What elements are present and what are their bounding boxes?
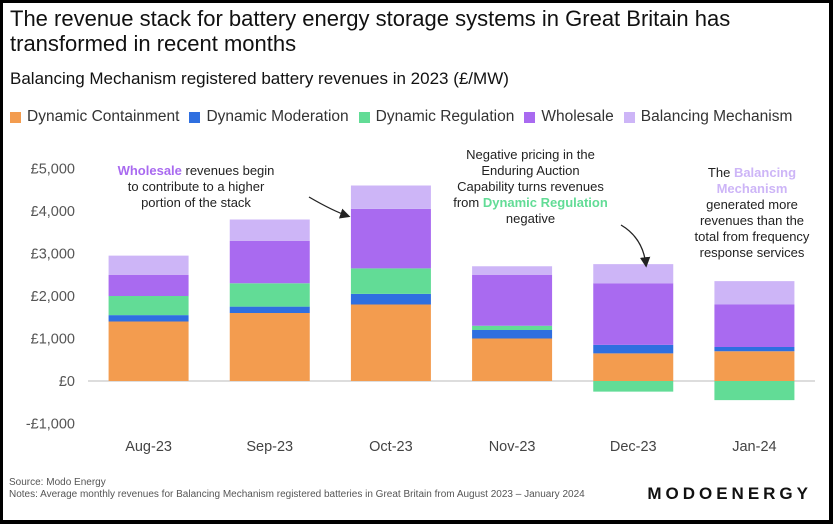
legend-item-wholesale: Wholesale [524,108,614,126]
y-tick-label: £3,000 [31,247,75,263]
bar-segment [714,351,795,381]
legend-item-dynamic-containment: Dynamic Containment [10,108,179,126]
bar-segment [350,304,431,381]
bar-segment [229,283,310,307]
bar-segment [350,185,431,209]
notes-text: Notes: Average monthly revenues for Bala… [9,489,585,500]
y-tick-label: £1,000 [31,332,75,348]
y-tick-label: £2,000 [31,289,75,305]
y-tick-label: £4,000 [31,204,75,220]
legend-item-balancing-mechanism: Balancing Mechanism [623,108,793,126]
chart-frame: The revenue stack for battery energy sto… [3,3,829,520]
bar-segment [350,208,431,269]
legend-swatch [524,111,536,123]
bar-segment [108,321,189,381]
legend-item-dynamic-moderation: Dynamic Moderation [189,108,349,126]
bar-segment [350,268,431,294]
legend-label: Dynamic Containment [27,108,180,125]
legend-label: Wholesale [541,108,614,125]
x-tick-label: Nov-23 [489,439,536,455]
x-tick-label: Oct-23 [369,439,413,455]
bar-segment [593,283,674,345]
bar-segment [229,219,310,241]
brand-logo: MODOENERGY [647,484,812,503]
annotation-text: Negative pricing in the Enduring Auction… [453,147,604,210]
legend-swatch [10,111,21,123]
annotation-text: The [707,165,734,180]
y-tick-label: £0 [59,374,75,390]
bar-segment [714,347,795,352]
source-text: Source: Modo Energy [9,477,106,488]
bar-segment [472,266,553,275]
legend-label: Balancing Mechanism [640,108,793,125]
annotation-highlight: Balancing Mechanism [716,165,797,196]
bar-segment [229,313,310,381]
annotation-text: revenues begin to contribute to a higher… [127,163,275,210]
annotation-arrow [308,196,351,219]
bar-segment [593,381,674,392]
annotation-arrow [620,224,651,268]
bar-segment [472,338,553,381]
legend-swatch [623,111,635,123]
x-tick-label: Dec-23 [610,439,657,455]
chart-subtitle: Balancing Mechanism registered battery r… [10,69,509,88]
bar-segment [229,306,310,313]
bar-segment [472,274,553,326]
chart-plot: -£1,000 £0 £1,000 £2,000 £3,000 £4,000 £5,000 A… [26,162,815,455]
annotation-text: negative [505,211,556,226]
bar-segment [472,325,553,330]
bar-segment [714,304,795,347]
bar-segment [472,330,553,339]
x-tick-label: Sep-23 [246,439,293,455]
annotation-highlight: Dynamic Regulation [482,195,608,210]
chart-legend: Dynamic Containment Dynamic Moderation D… [10,108,802,126]
bar-segment [108,274,189,296]
bar-segment [714,281,795,305]
legend-item-dynamic-regulation: Dynamic Regulation [358,108,515,126]
source-note: Source: Modo Energy Notes: Average month… [9,477,609,501]
annotation-negative-pricing: Negative pricing in the Enduring Auction… [453,147,608,227]
annotation-wholesale: Wholesale revenues begin to contribute t… [111,163,281,211]
bar-segment [593,264,674,284]
annotation-text: generated more revenues than the total f… [694,197,810,260]
bar-segment [593,353,674,381]
legend-swatch [358,111,370,123]
bar-segment [108,255,189,275]
bar-segment [108,296,189,316]
y-tick-label: £5,000 [31,162,75,178]
annotation-highlight: Wholesale [117,163,182,178]
bar-segment [229,240,310,284]
legend-label: Dynamic Moderation [206,108,349,125]
annotation-balancing-mechanism: The Balancing Mechanism generated more r… [691,165,813,261]
x-tick-label: Jan-24 [732,439,776,455]
y-tick-label: -£1,000 [26,417,75,433]
x-tick-label: Aug-23 [125,439,172,455]
legend-label: Dynamic Regulation [375,108,515,125]
chart-title: The revenue stack for battery energy sto… [10,6,731,56]
bar-segment [350,293,431,305]
bar-segment [108,315,189,322]
bar-segment [593,344,674,354]
legend-swatch [189,111,201,123]
bar-segment [714,381,795,401]
